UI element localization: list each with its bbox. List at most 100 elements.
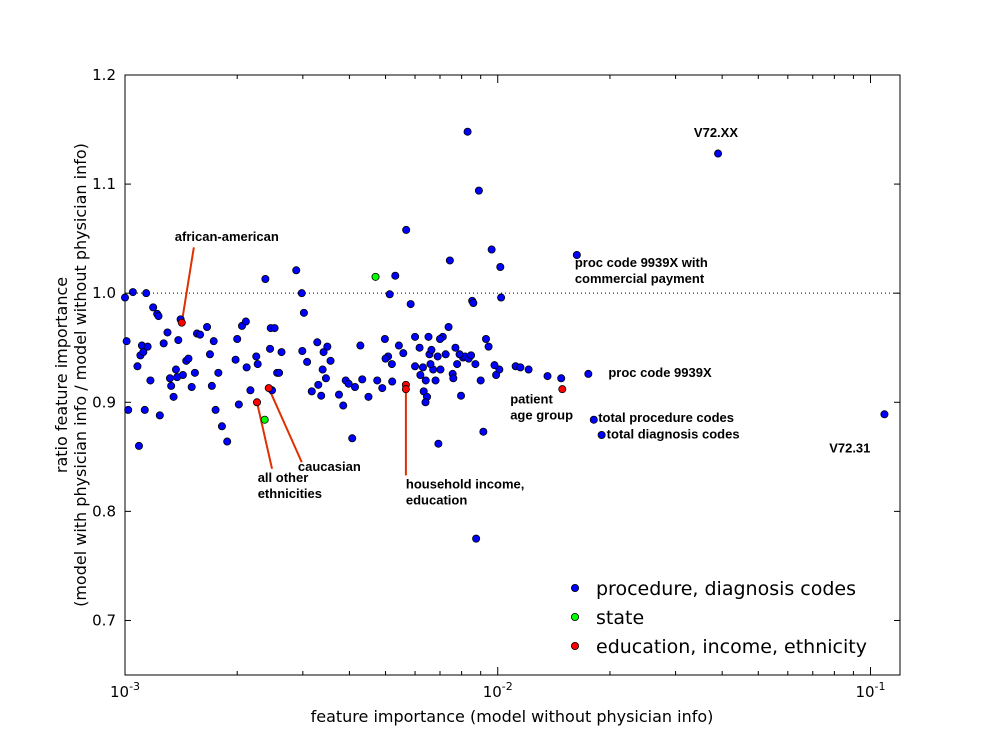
data-point	[149, 303, 158, 312]
data-point	[484, 342, 493, 351]
data-point	[252, 352, 261, 361]
data-point	[479, 427, 488, 436]
data-point	[260, 415, 269, 424]
data-point	[463, 127, 472, 136]
data-point	[146, 376, 155, 385]
data-point	[275, 368, 284, 377]
data-point	[471, 360, 480, 369]
data-point	[321, 374, 330, 383]
annotation-pointer	[180, 247, 195, 323]
x-tick-exponent: -2	[502, 680, 513, 693]
y-axis-title-line-1: ratio feature importance	[52, 277, 71, 473]
data-point	[211, 405, 220, 414]
data-point	[187, 382, 196, 391]
data-point	[490, 361, 499, 370]
data-point	[298, 346, 307, 355]
data-point	[143, 342, 152, 351]
data-point	[476, 376, 485, 385]
data-point	[474, 186, 483, 195]
data-point	[597, 430, 606, 439]
data-point	[205, 350, 214, 359]
y-axis-title-line-2: (model with physician info / model witho…	[71, 143, 90, 607]
data-point	[177, 318, 186, 327]
annotation-line: age group	[510, 407, 573, 422]
data-point	[314, 380, 323, 389]
data-point	[391, 271, 400, 280]
x-tick-label: 10-2	[483, 680, 513, 701]
data-point	[242, 363, 251, 372]
data-point	[402, 225, 411, 234]
data-point	[387, 360, 396, 369]
data-point	[543, 372, 552, 381]
data-point	[380, 334, 389, 343]
data-point	[401, 385, 410, 394]
x-tick-base: 10	[855, 683, 874, 701]
data-point	[184, 354, 193, 363]
data-point	[373, 376, 382, 385]
data-point	[223, 437, 232, 446]
data-point	[451, 343, 460, 352]
data-point	[214, 368, 223, 377]
y-tick-label: 1.0	[92, 284, 116, 302]
data-point	[421, 398, 430, 407]
annotation-line: commercial payment	[575, 271, 705, 286]
data-point	[364, 392, 373, 401]
data-point	[292, 266, 301, 275]
data-point	[524, 365, 533, 374]
data-point	[415, 343, 424, 352]
data-point	[319, 348, 328, 357]
data-point	[348, 434, 357, 443]
data-point	[165, 374, 174, 383]
annotation-line: V72.XX	[694, 125, 738, 140]
data-point	[880, 410, 889, 419]
plot-frame	[124, 74, 901, 676]
data-point	[128, 288, 137, 297]
data-point	[558, 385, 567, 394]
y-tick-label: 1.2	[92, 66, 116, 84]
data-point	[261, 274, 270, 283]
data-point	[159, 339, 168, 348]
data-point	[270, 324, 279, 333]
x-tick-label: 10-3	[110, 680, 140, 701]
annotation-label: all other ethnicities	[258, 470, 322, 501]
data-point	[378, 384, 387, 393]
x-axis: 10-3 10-2 10-1	[110, 75, 886, 701]
annotation-line: household income,	[406, 476, 524, 491]
annotation-label: african-american	[175, 229, 279, 244]
annotation-label: caucasian	[298, 459, 361, 474]
data-point	[496, 262, 505, 271]
data-point	[449, 374, 458, 383]
data-point	[217, 422, 226, 431]
data-point	[163, 328, 172, 337]
data-point	[122, 337, 131, 346]
data-point	[394, 341, 403, 350]
y-tick-label: 1.1	[92, 175, 116, 193]
annotation-label: total procedure codes	[598, 410, 734, 425]
data-point	[317, 391, 326, 400]
annotation-line: proc code 9939X with	[575, 255, 708, 270]
annotation-line: caucasian	[298, 459, 361, 474]
data-point	[133, 362, 142, 371]
data-point	[196, 330, 205, 339]
data-point	[416, 370, 425, 379]
data-point	[234, 400, 243, 409]
data-point	[171, 365, 180, 374]
annotation-label: household income, education	[406, 476, 524, 507]
data-point	[426, 360, 435, 369]
data-point	[421, 376, 430, 385]
data-point	[445, 256, 454, 265]
annotations: V72.XX proc code 9939X with commercial pay…	[175, 125, 871, 507]
data-point	[457, 391, 466, 400]
legend-marker	[571, 642, 580, 651]
legend-marker	[571, 584, 580, 593]
data-point	[441, 350, 450, 359]
data-point	[209, 337, 218, 346]
data-point	[297, 289, 306, 298]
annotation-line: proc code 9939X	[608, 365, 712, 380]
data-point	[714, 149, 723, 158]
legend-label: state	[596, 607, 644, 629]
y-tick-label: 0.9	[92, 393, 116, 411]
data-point	[406, 300, 415, 309]
data-point	[167, 381, 176, 390]
x-tick-label: 10-1	[855, 680, 885, 701]
